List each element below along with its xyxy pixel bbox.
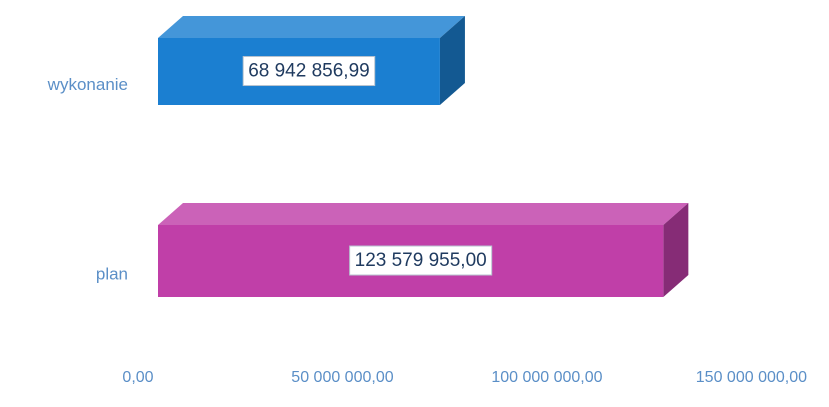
value-label: 123 579 955,00: [355, 250, 487, 271]
bar-side: [663, 203, 689, 297]
category-label: plan: [96, 264, 128, 283]
x-tick-label: 100 000 000,00: [491, 369, 602, 386]
x-tick-label: 150 000 000,00: [696, 369, 807, 386]
value-label-box: [242, 56, 376, 87]
x-tick-label: 50 000 000,00: [291, 369, 393, 386]
x-tick-label: 0,00: [122, 369, 153, 386]
value-label: 68 942 856,99: [248, 61, 370, 82]
bar-top: [158, 16, 465, 38]
bar-side: [439, 16, 465, 105]
bar: [158, 16, 465, 105]
category-label: wykonanie: [47, 75, 128, 94]
bar-top: [158, 203, 689, 225]
value-label-box: [349, 245, 493, 276]
